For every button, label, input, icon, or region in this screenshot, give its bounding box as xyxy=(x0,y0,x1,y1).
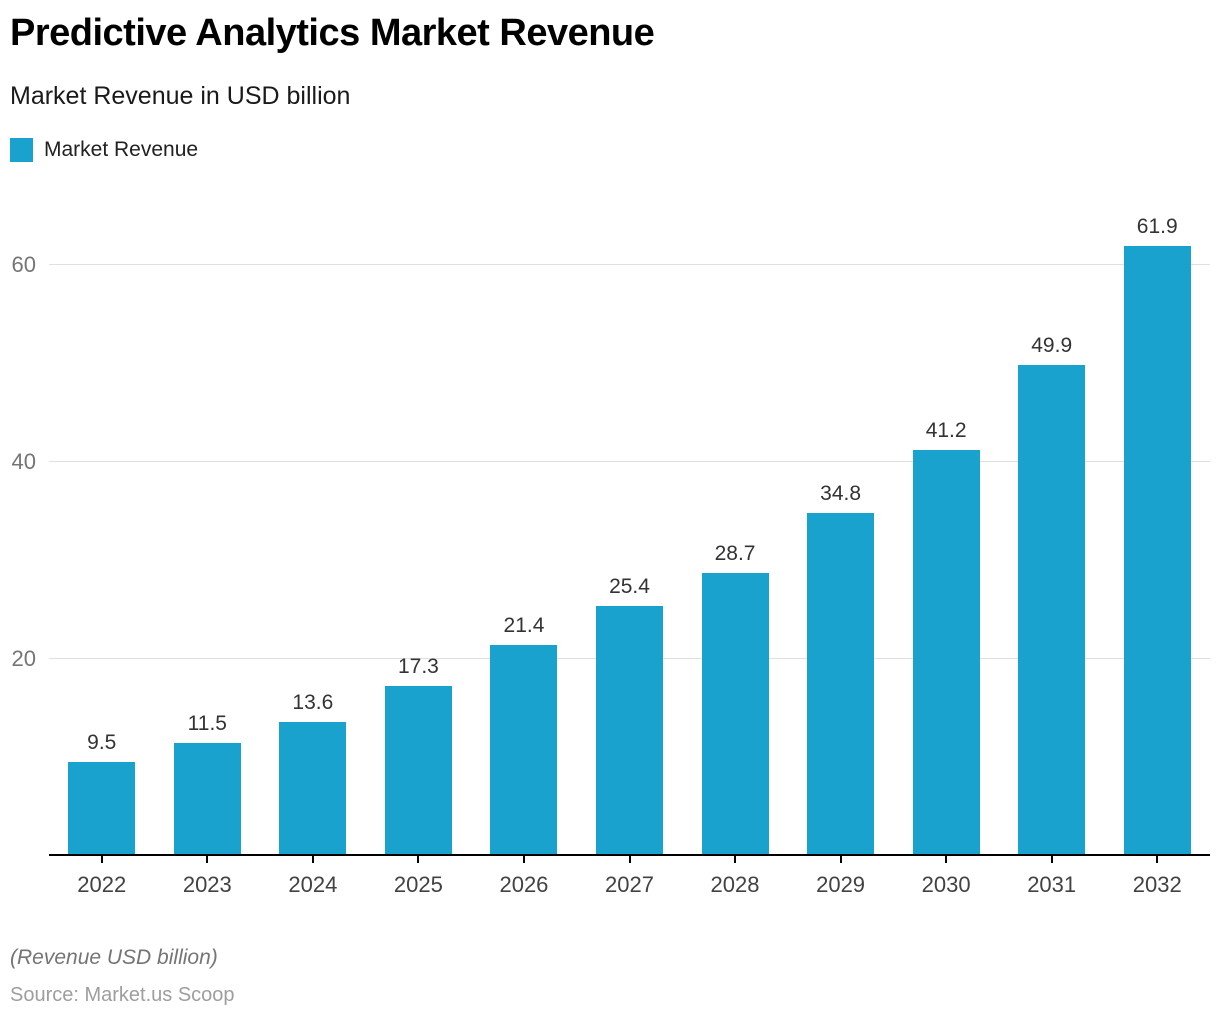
x-axis-tick xyxy=(311,856,314,863)
ytick-label: 60 xyxy=(11,252,36,278)
bar-group: 25.4 xyxy=(577,200,683,856)
bar-value-label: 41.2 xyxy=(925,419,967,443)
footnote: (Revenue USD billion) xyxy=(10,946,218,969)
bar-group: 41.2 xyxy=(893,200,999,856)
xtick-label: 2027 xyxy=(605,872,654,897)
bar-value-label: 49.9 xyxy=(1031,333,1073,357)
x-axis-tick xyxy=(1050,856,1053,863)
legend-label: Market Revenue xyxy=(44,138,199,161)
xtick-label: 2030 xyxy=(921,872,971,897)
chart-title: Predictive Analytics Market Revenue xyxy=(10,12,655,54)
xtick-label: 2024 xyxy=(288,872,338,897)
x-axis-line xyxy=(49,854,1210,856)
x-axis-tick xyxy=(628,856,631,863)
bar xyxy=(384,685,452,856)
bar-group: 28.7 xyxy=(682,200,788,856)
x-axis-tick xyxy=(839,856,842,863)
xtick-label: 2029 xyxy=(816,872,866,897)
xtick-label: 2031 xyxy=(1027,872,1077,897)
bar xyxy=(173,742,241,856)
x-axis-tick xyxy=(945,856,948,863)
chart-subtitle: Market Revenue in USD billion xyxy=(10,82,351,110)
xtick-label: 2022 xyxy=(77,872,127,897)
bar xyxy=(279,722,347,856)
bar-group: 21.4 xyxy=(471,200,577,856)
x-axis-tick xyxy=(522,856,525,863)
xtick-label: 2025 xyxy=(393,872,443,897)
bar-value-label: 11.5 xyxy=(187,711,227,735)
bar-group: 34.8 xyxy=(788,200,894,856)
bar-group: 13.6 xyxy=(260,200,366,856)
legend: Market Revenue xyxy=(10,138,198,162)
x-axis-tick xyxy=(417,856,420,863)
bar xyxy=(807,513,875,856)
source-attribution: Source: Market.us Scoop xyxy=(10,984,235,1006)
bar-value-label: 21.4 xyxy=(503,614,545,638)
bar xyxy=(596,605,663,856)
bar-value-label: 28.7 xyxy=(714,542,756,566)
xtick-label: 2023 xyxy=(182,872,232,897)
ytick-label: 40 xyxy=(11,449,36,475)
bar-group: 11.5 xyxy=(155,200,261,856)
bar xyxy=(1123,246,1191,856)
bar xyxy=(68,762,136,856)
gridline xyxy=(49,461,1210,463)
plot-area: 20 40 60 9.5 11.5 13.6 17.3 21.4 25.4 28.7 34.8 41… xyxy=(12,200,1210,896)
xtick-label: 2028 xyxy=(710,872,760,897)
ytick-label: 20 xyxy=(11,646,36,672)
bar-group: 9.5 xyxy=(49,200,155,856)
bar-group: 61.9 xyxy=(1104,200,1210,856)
bar xyxy=(490,645,558,856)
bar xyxy=(912,450,980,856)
bar-group: 49.9 xyxy=(999,200,1105,856)
bar-value-label: 13.6 xyxy=(292,691,334,715)
x-axis-tick xyxy=(206,856,209,863)
xtick-label: 2026 xyxy=(499,872,549,897)
bar xyxy=(701,573,769,856)
x-axis-tick xyxy=(100,856,103,863)
gridline xyxy=(49,264,1210,266)
bar-group: 17.3 xyxy=(366,200,472,856)
bar-value-label: 61.9 xyxy=(1136,215,1178,239)
bars-layer: 9.5 11.5 13.6 17.3 21.4 25.4 28.7 34.8 41.2 49.9 6… xyxy=(49,200,1210,856)
x-axis-tick xyxy=(1156,856,1159,863)
bar-value-label: 17.3 xyxy=(397,654,439,678)
bar-value-label: 9.5 xyxy=(87,731,117,755)
legend-swatch-icon xyxy=(10,138,33,162)
x-axis-tick xyxy=(734,856,737,863)
bar-value-label: 25.4 xyxy=(609,574,650,598)
xtick-label: 2032 xyxy=(1132,872,1182,897)
bar-value-label: 34.8 xyxy=(820,482,862,506)
bar xyxy=(1018,364,1086,856)
